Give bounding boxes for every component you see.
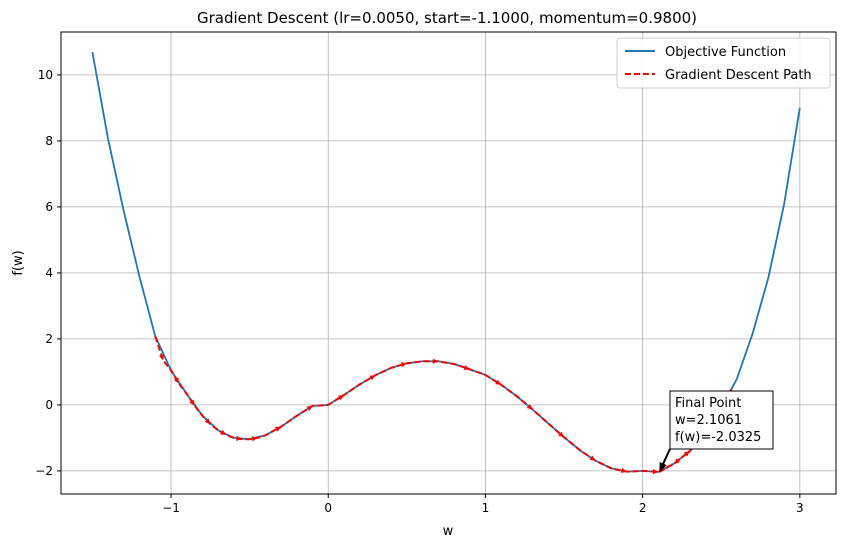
annotation-line-3: f(w)=-2.0325 xyxy=(675,430,761,445)
step-arrow xyxy=(306,405,313,411)
y-axis-label: f(w) xyxy=(11,250,26,275)
plot-area xyxy=(91,51,801,475)
step-arrow xyxy=(400,362,407,368)
legend-label-path: Gradient Descent Path xyxy=(665,68,812,83)
step-arrow xyxy=(432,358,439,364)
step-arrow xyxy=(204,418,211,424)
step-arrow xyxy=(369,375,376,381)
x-tick-label: 0 xyxy=(324,501,332,515)
step-arrow xyxy=(220,429,227,435)
step-arrow xyxy=(589,455,596,461)
annotation-line-2: w=2.1061 xyxy=(675,413,742,428)
step-arrow xyxy=(495,379,502,385)
step-arrow xyxy=(558,431,564,438)
step-arrow xyxy=(652,468,659,475)
x-tick-label: 3 xyxy=(796,501,804,515)
final-point-annotation: Final Point w=2.1061 f(w)=-2.0325 xyxy=(659,390,774,472)
y-tick-label: 8 xyxy=(45,134,53,148)
step-arrow xyxy=(674,458,680,464)
x-axis-label: w xyxy=(443,524,454,539)
legend: Objective Function Gradient Descent Path xyxy=(616,37,831,89)
y-tick-label: 0 xyxy=(45,398,53,412)
step-arrow xyxy=(173,377,179,384)
step-arrow xyxy=(275,426,282,432)
y-tick-label: 6 xyxy=(45,200,53,214)
legend-label-objective: Objective Function xyxy=(665,45,786,60)
annotation-box xyxy=(669,390,774,450)
step-arrow xyxy=(621,467,627,473)
chart-title: Gradient Descent (lr=0.0050, start=-1.10… xyxy=(197,9,697,27)
x-tick-label: 2 xyxy=(639,501,647,515)
y-tick-label: −2 xyxy=(35,464,53,478)
y-axis: −2 0 2 4 6 8 10 xyxy=(35,68,61,478)
step-arrow xyxy=(684,451,690,457)
x-tick-label: −1 xyxy=(162,501,180,515)
step-arrow xyxy=(159,354,164,361)
plot-frame xyxy=(60,31,837,495)
y-tick-label: 4 xyxy=(45,266,53,280)
legend-box xyxy=(616,37,831,89)
step-arrow xyxy=(189,399,195,406)
step-arrow xyxy=(338,395,344,401)
y-tick-label: 2 xyxy=(45,332,53,346)
x-axis: −1 0 1 2 3 xyxy=(162,494,804,515)
step-arrow xyxy=(463,365,470,370)
annotation-line-1: Final Point xyxy=(675,396,741,411)
annotation-arrow xyxy=(662,448,671,465)
x-tick-label: 1 xyxy=(482,501,490,515)
step-arrow xyxy=(251,436,258,442)
step-arrow xyxy=(526,404,533,410)
step-arrow xyxy=(236,435,242,441)
y-tick-label: 10 xyxy=(38,68,53,82)
annotation-arrowhead xyxy=(659,462,667,472)
